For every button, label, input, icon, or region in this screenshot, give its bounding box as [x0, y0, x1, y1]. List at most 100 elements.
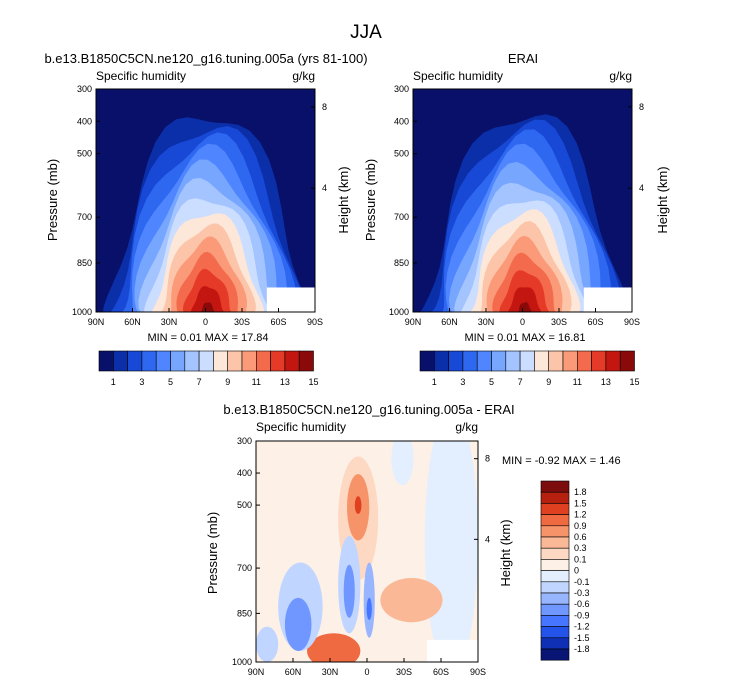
y-tick-label: 850	[394, 258, 409, 268]
panel-model: b.e13.B1850C5CN.ne120_g16.tuning.005a (y…	[44, 51, 367, 387]
colorbar-box	[540, 491, 570, 504]
x-tick-label: 90S	[307, 317, 323, 327]
x-tick-label: 60S	[270, 317, 286, 327]
panel-right-label: g/kg	[292, 69, 315, 83]
colorbar-box	[540, 480, 570, 493]
panel-title: b.e13.B1850C5CN.ne120_g16.tuning.005a (y…	[44, 51, 367, 66]
colorbar-box	[540, 637, 570, 650]
colorbar-label: 3	[139, 377, 144, 387]
y2-axis-label: Height (km)	[498, 519, 513, 586]
colorbar-label: 1.2	[574, 510, 587, 520]
x-tick-label: 0	[520, 317, 525, 327]
y2-axis-label: Height (km)	[336, 166, 351, 233]
colorbar-box	[284, 350, 300, 372]
colorbar: 1.81.5 1.20.90.60.30.1 0-0.1-0.3-0.6-0.9 -1…	[540, 480, 590, 661]
y-axis-label: Pressure (mb)	[45, 159, 60, 241]
colorbar-label: 13	[280, 377, 290, 387]
colorbar-box	[540, 626, 570, 639]
colorbar-box	[213, 350, 228, 372]
y-tick-label: 400	[237, 468, 252, 478]
colorbar-label: -0.9	[574, 610, 590, 620]
colorbar-label: 9	[546, 377, 551, 387]
heatmap-field	[96, 89, 315, 312]
y-tick-label: 850	[237, 608, 252, 618]
y-tick-label: 1000	[232, 657, 252, 667]
x-tick-label: 0	[364, 667, 369, 677]
y-tick-label: 500	[77, 149, 92, 159]
colorbar-label: 0.9	[574, 521, 587, 531]
colorbar-box	[540, 514, 570, 527]
y-tick-label: 500	[394, 149, 409, 159]
colorbar-label: 0.3	[574, 543, 587, 553]
colorbar-box	[540, 536, 570, 549]
colorbar-label: -0.1	[574, 577, 590, 587]
colorbar-box	[491, 350, 507, 372]
colorbar-box	[540, 503, 570, 515]
y-tick-label: 700	[394, 212, 409, 222]
y-tick-label: 400	[77, 116, 92, 126]
colorbar-box	[241, 350, 257, 372]
x-tick-label: 90N	[88, 317, 105, 327]
y-tick-label: 500	[237, 500, 252, 510]
panel-left-label: Specific humidity	[256, 420, 346, 434]
x-tick-label: 90N	[248, 667, 265, 677]
colorbar-label: 7	[518, 377, 523, 387]
panel-erai: ERAI Specific humidity g/kg 90N 60N 30N 0 30…	[363, 51, 670, 387]
panel-left-label: Specific humidity	[413, 69, 503, 83]
x-tick-label: 30S	[234, 317, 250, 327]
colorbar-label: 1	[432, 377, 437, 387]
colorbar-label: -1.8	[574, 644, 590, 654]
terrain-mask	[426, 639, 478, 662]
colorbar-box	[505, 350, 521, 372]
colorbar-box	[540, 581, 570, 594]
colorbar-box	[433, 350, 449, 372]
stats-label: MIN = 0.01 MAX = 16.81	[464, 332, 585, 344]
heatmap-field	[256, 441, 478, 662]
contour-band	[256, 626, 279, 662]
y2-axis-label: Height (km)	[655, 166, 670, 233]
colorbar-box	[534, 350, 550, 372]
colorbar-label: 7	[197, 377, 202, 387]
colorbar-label: 1.8	[574, 487, 587, 497]
x-tick-label: 90S	[624, 317, 640, 327]
contour-band	[391, 441, 414, 486]
y-tick-label: 300	[237, 436, 252, 446]
colorbar-box	[298, 350, 314, 372]
colorbar-box	[255, 350, 271, 372]
panel-right-label: g/kg	[455, 420, 478, 434]
contour-band	[517, 302, 532, 312]
colorbar-box	[448, 350, 464, 372]
contour-band	[507, 287, 542, 312]
colorbar-label: 5	[489, 377, 494, 387]
x-tick-label: 30N	[161, 317, 178, 327]
colorbar-box	[141, 350, 157, 372]
y-axis-label: Pressure (mb)	[363, 159, 378, 241]
x-tick-label: 30N	[478, 317, 495, 327]
colorbar-label: 5	[168, 377, 173, 387]
x-tick-label: 60S	[587, 317, 603, 327]
colorbar-label: 11	[252, 377, 261, 387]
colorbar-box	[540, 547, 570, 560]
contour-band	[424, 441, 478, 662]
panel-right-label: g/kg	[609, 69, 632, 83]
colorbar-label: 0.1	[574, 554, 587, 564]
colorbar-box	[548, 350, 564, 372]
colorbar-box	[540, 615, 570, 627]
terrain-mask	[583, 287, 632, 312]
colorbar-box	[591, 350, 607, 372]
contour-band	[291, 615, 305, 643]
colorbar-box	[540, 603, 570, 616]
colorbar-box	[98, 350, 114, 372]
y-tick-label: 300	[394, 84, 409, 94]
x-tick-label: 90S	[470, 667, 486, 677]
terrain-mask	[266, 287, 315, 312]
colorbar-box	[170, 350, 186, 372]
colorbar-box	[562, 350, 578, 372]
colorbar-box	[419, 350, 435, 372]
colorbar-box	[227, 350, 243, 372]
contour-band	[200, 302, 215, 312]
contour-band	[191, 286, 225, 312]
x-tick-label: 0	[203, 317, 208, 327]
y2-tick-label: 4	[322, 183, 327, 193]
